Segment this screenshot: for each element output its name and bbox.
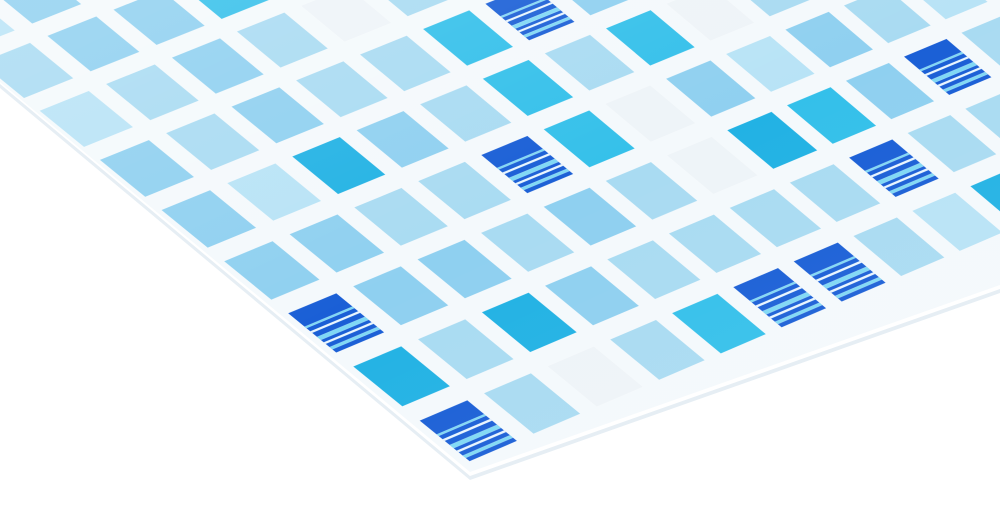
panel-edge-shadow [0,84,1000,480]
panel-sheen [0,0,1000,472]
